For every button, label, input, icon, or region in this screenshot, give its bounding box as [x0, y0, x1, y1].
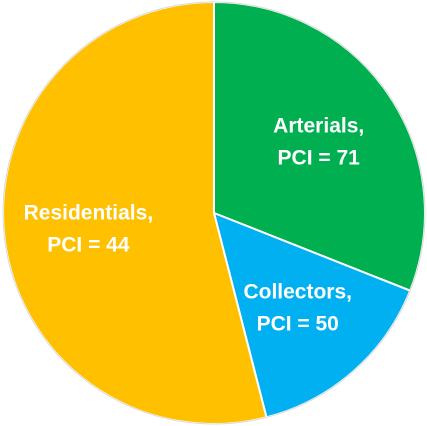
slice-label: Arterials,	[273, 114, 364, 137]
slice-annotation: PCI = 50	[257, 313, 339, 336]
slice-annotation: PCI = 71	[278, 146, 361, 169]
slice-annotation: PCI = 44	[47, 233, 130, 256]
slice-label: Residentials,	[24, 201, 154, 224]
slice-label: Collectors,	[243, 281, 352, 304]
